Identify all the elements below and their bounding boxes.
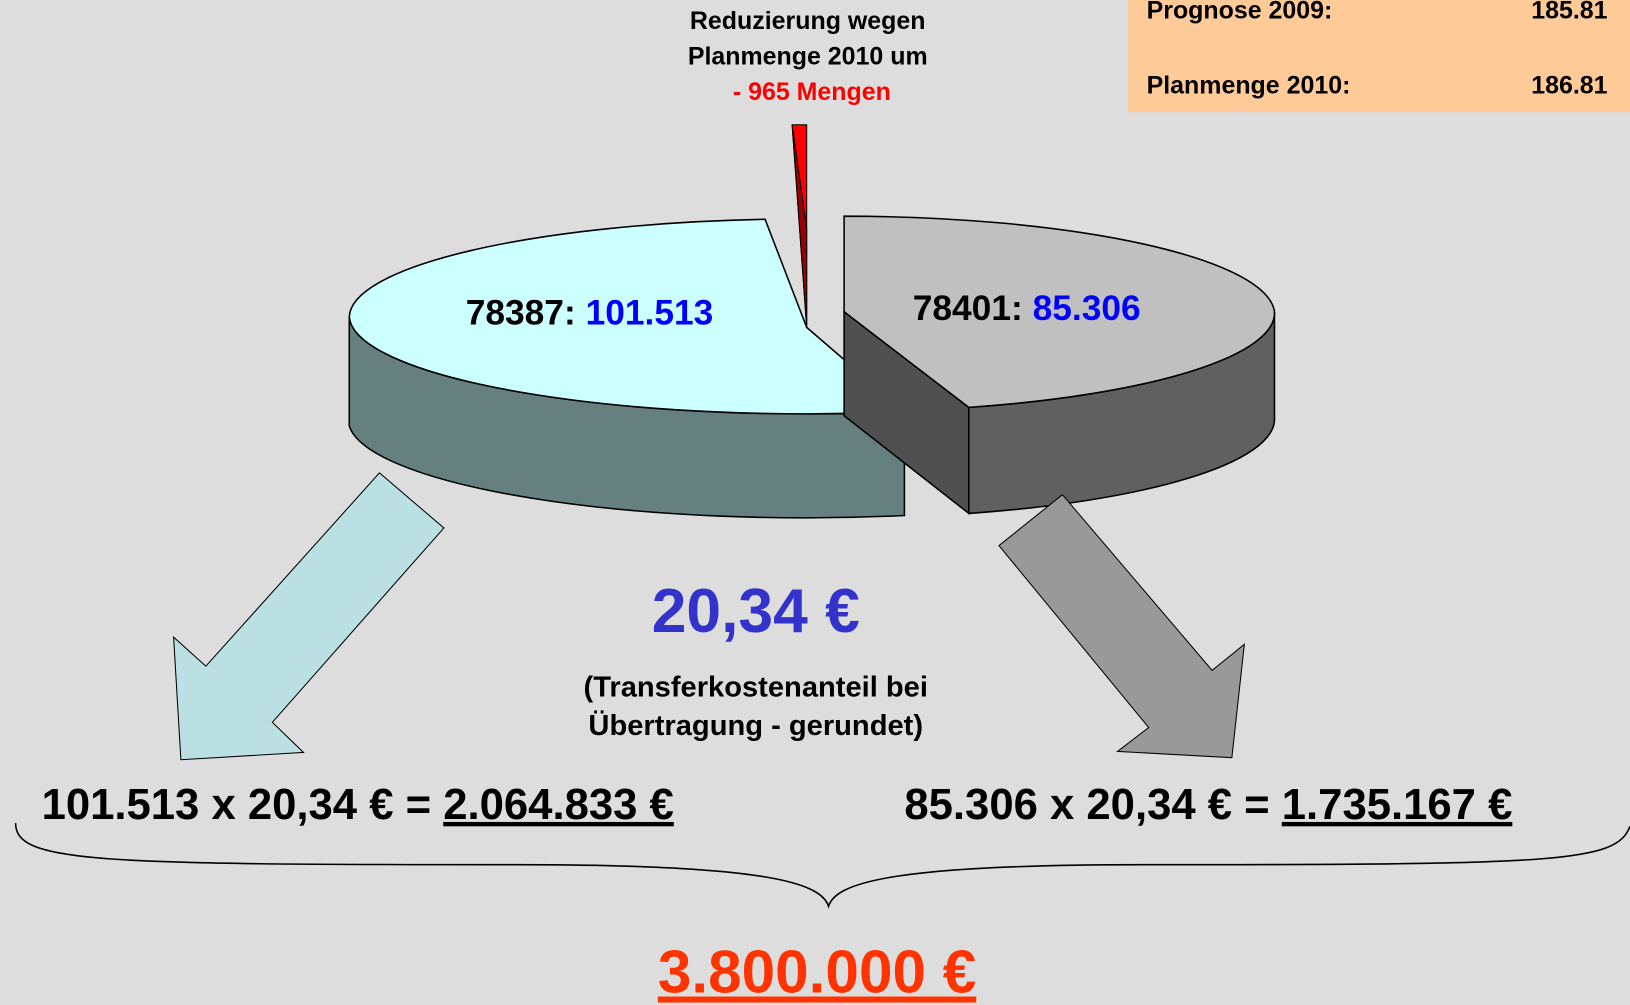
slice-id: 78401: [913, 289, 1023, 328]
total: 3.800.000 € [658, 938, 976, 1005]
pie-top [843, 215, 1276, 409]
rate-note: (Transferkostenanteil bei [584, 671, 928, 703]
pie-right [843, 215, 1276, 516]
equation: 101.513 x 20,34 € = 2.064.833 € [42, 780, 674, 829]
result: 1.735.167 € [1282, 780, 1513, 829]
info-label: Planmenge 2010: [1147, 72, 1351, 100]
slice-amount: 85.306 [1033, 289, 1141, 328]
pie-left [348, 218, 907, 519]
info-label: Prognose 2009: [1147, 0, 1333, 25]
slice-amount: 101.513 [586, 293, 714, 332]
info-value: 185.81 [1531, 0, 1607, 25]
arrow-right [998, 493, 1245, 759]
info-rows: Prognose 2009: 185.81 Planmenge 2010: 18… [1147, 0, 1608, 100]
slice-label: 78387: 101.513 [466, 293, 714, 332]
info-value: 186.81 [1531, 72, 1607, 100]
slice-label: 78401: 85.306 [913, 289, 1141, 328]
reduction-label: Reduzierung wegen Planmenge 2010 um - 96… [688, 7, 928, 106]
equation: 85.306 x 20,34 € = 1.735.167 € [904, 780, 1512, 829]
rate-value: 20,34 € [652, 577, 860, 646]
slice-id: 78387: [466, 293, 576, 332]
pie-top [348, 218, 907, 415]
reduction-line: Reduzierung wegen [690, 7, 926, 35]
arrow-left [173, 472, 445, 761]
formula: 101.513 x 20,34 € = [42, 780, 444, 829]
reduction-wedge-side [791, 124, 808, 328]
formula: 85.306 x 20,34 € = [904, 780, 1281, 829]
rate-note: Übertragung - gerundet) [588, 709, 923, 742]
info-box [1127, 0, 1630, 113]
result: 2.064.833 € [443, 780, 674, 829]
reduction-line: Planmenge 2010 um [688, 42, 928, 70]
reduction-amount: - 965 Mengen [733, 78, 891, 106]
brace [14, 823, 1630, 909]
